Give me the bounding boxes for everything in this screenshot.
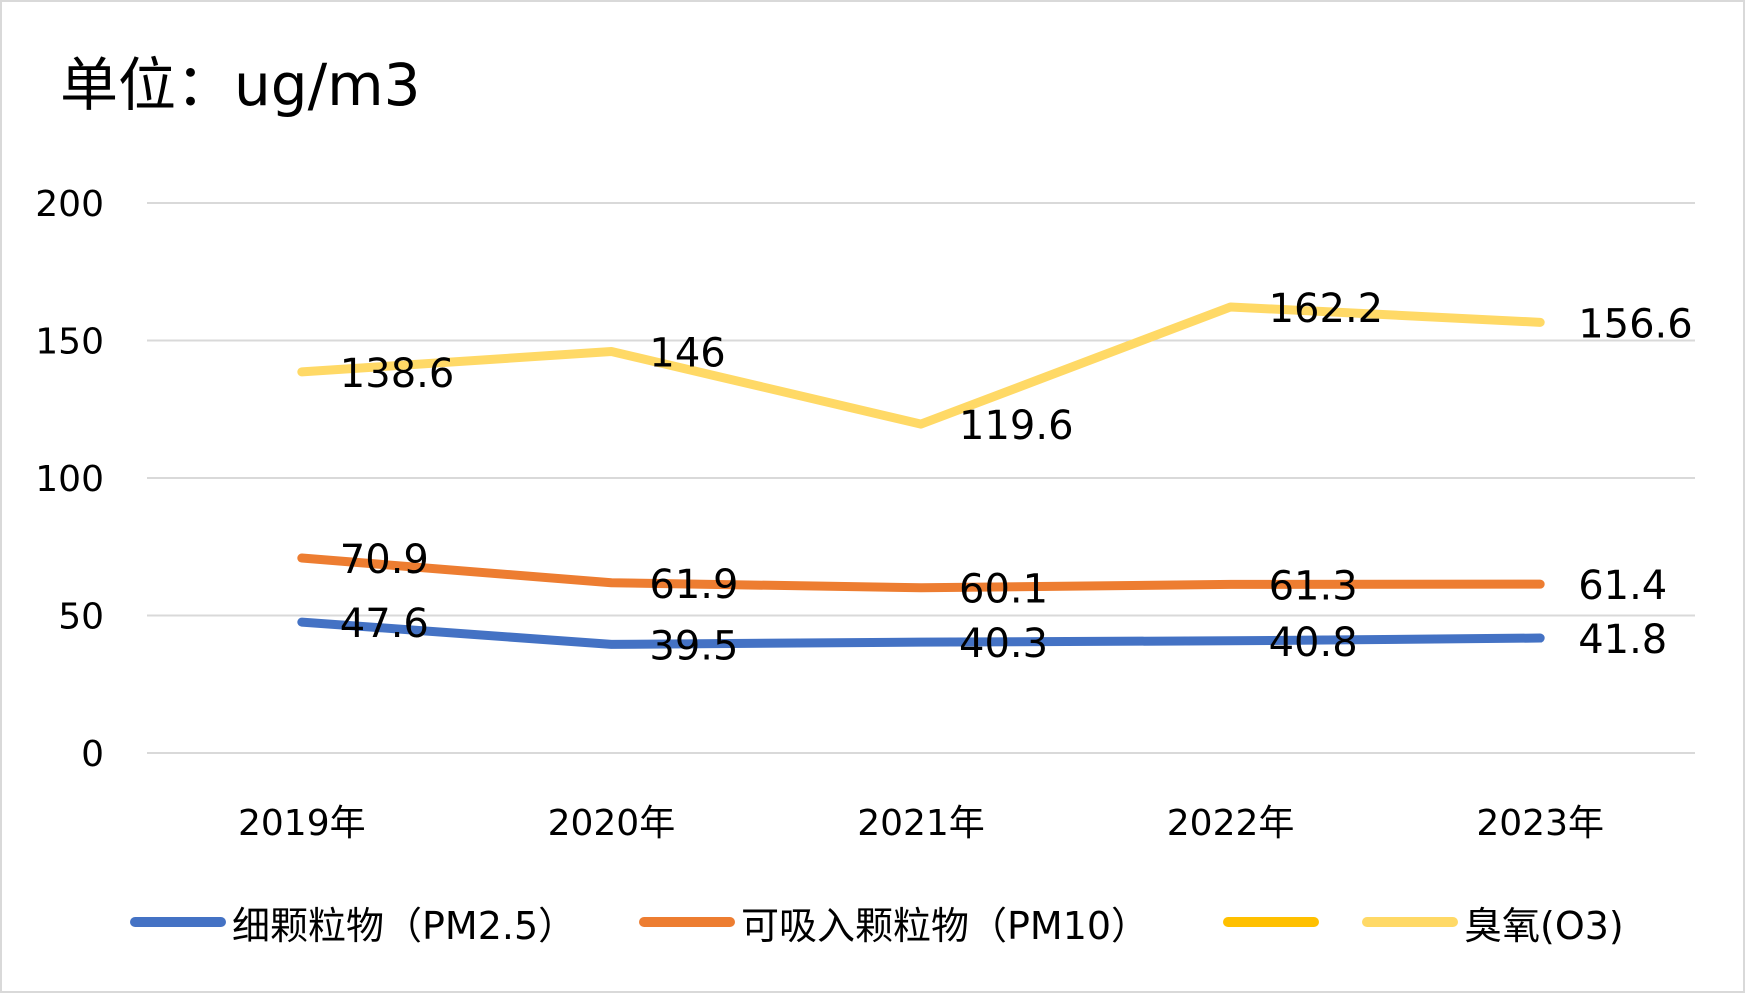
data-label: 47.6 <box>340 601 429 647</box>
y-tick-label: 0 <box>81 734 104 775</box>
data-label: 70.9 <box>340 537 429 583</box>
legend-label: 细颗粒物（PM2.5） <box>232 903 577 948</box>
data-label: 40.8 <box>1269 620 1358 666</box>
data-label: 119.6 <box>959 403 1074 449</box>
data-label: 40.3 <box>959 621 1048 667</box>
legend-item: 可吸入颗粒物（PM10） <box>639 897 1150 948</box>
y-tick-label: 100 <box>35 459 104 500</box>
data-label: 146 <box>649 331 725 377</box>
legend-item: 臭氧(O3) <box>1362 897 1624 948</box>
y-tick-label: 150 <box>35 322 104 363</box>
y-tick-label: 50 <box>58 597 104 638</box>
x-tick-label: 2023年 <box>1476 803 1604 844</box>
legend-item: 细颗粒物（PM2.5） <box>130 897 577 948</box>
data-label: 61.4 <box>1578 563 1667 609</box>
data-label: 61.9 <box>649 562 738 608</box>
data-label: 39.5 <box>649 623 738 669</box>
legend-swatch <box>639 917 735 927</box>
x-tick-label: 2019年 <box>238 803 366 844</box>
data-label: 41.8 <box>1578 617 1667 663</box>
legend-label: 臭氧(O3) <box>1464 903 1624 948</box>
legend-swatch <box>1362 917 1458 927</box>
chart-title: 单位：ug/m3 <box>60 51 421 119</box>
data-label: 162.2 <box>1269 286 1384 332</box>
legend-item <box>1223 897 1325 947</box>
legend-swatch <box>1223 917 1319 927</box>
data-label: 60.1 <box>959 567 1048 613</box>
x-tick-label: 2020年 <box>548 803 676 844</box>
legend: 细颗粒物（PM2.5） 可吸入颗粒物（PM10） 臭氧(O3) <box>2 897 1743 948</box>
data-label: 156.6 <box>1578 301 1693 347</box>
legend-label: 可吸入颗粒物（PM10） <box>741 903 1150 948</box>
x-tick-label: 2022年 <box>1167 803 1295 844</box>
y-tick-label: 200 <box>35 184 104 225</box>
data-label: 61.3 <box>1269 563 1358 609</box>
legend-swatch <box>130 917 226 927</box>
data-label: 138.6 <box>340 351 455 397</box>
x-tick-label: 2021年 <box>857 803 985 844</box>
